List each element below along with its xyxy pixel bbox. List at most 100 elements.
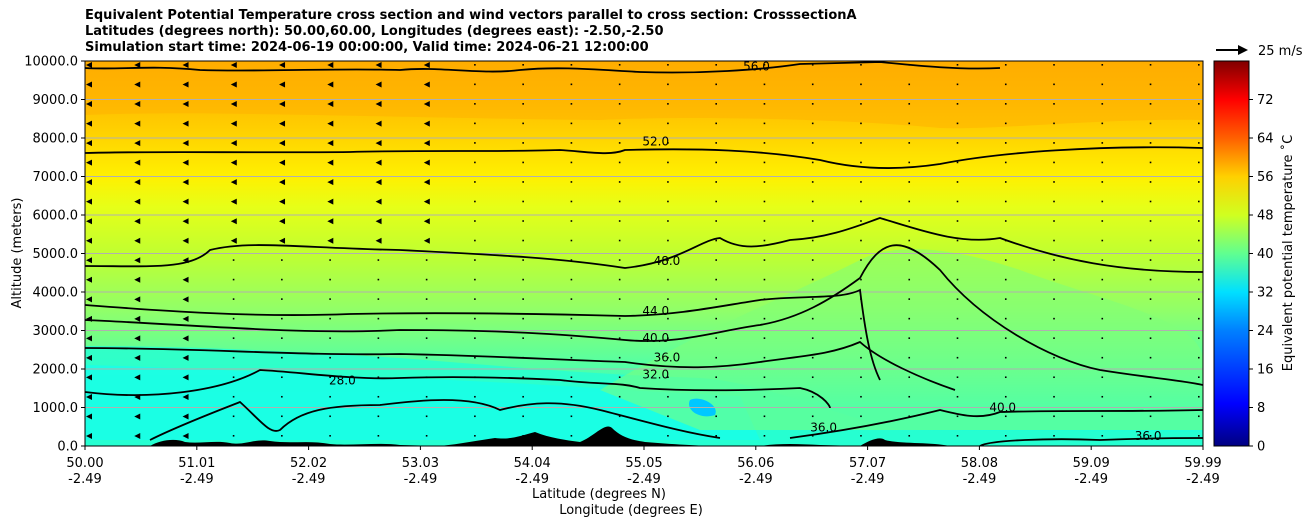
wind-vector xyxy=(377,435,380,437)
wind-vector xyxy=(423,179,430,186)
wind-vector xyxy=(232,298,235,300)
wind-vector xyxy=(377,278,380,281)
x-tick-label-lat: 57.07 xyxy=(849,456,886,471)
wind-vector xyxy=(1053,395,1055,398)
wind-vector xyxy=(1149,376,1152,379)
x-tick-label-lon: -2.49 xyxy=(627,472,661,487)
colorbar-ticks: 0 8 16 24 32 40 48 56 64 72 xyxy=(1249,93,1274,455)
wind-vector xyxy=(956,356,959,359)
wind-vector xyxy=(1198,200,1200,203)
contour-44 xyxy=(85,288,881,381)
wind-vector xyxy=(1101,122,1104,125)
wind-vector xyxy=(425,317,428,320)
wind-vector xyxy=(908,435,911,437)
colorbar-tick-label: 8 xyxy=(1257,401,1265,416)
x-tick-label-lon: -2.49 xyxy=(404,472,438,487)
wind-vector xyxy=(715,239,717,242)
wind-vector xyxy=(1004,83,1007,86)
y-tick-label: 4000.0 xyxy=(33,286,79,301)
wind-vector xyxy=(1149,395,1152,398)
wind-vector xyxy=(1101,395,1104,398)
x-tick-label-lat: 55.05 xyxy=(625,456,662,471)
wind-vector xyxy=(522,161,524,164)
x-tick-label-lon: -2.49 xyxy=(739,472,773,487)
x-tick-label-lon: -2.49 xyxy=(68,472,102,487)
wind-vector xyxy=(618,122,621,125)
wind-vector xyxy=(182,257,189,264)
wind-vector xyxy=(522,259,524,261)
wind-vector xyxy=(570,64,573,66)
wind-vector xyxy=(715,317,717,320)
wind-vector xyxy=(425,376,428,379)
wind-vector xyxy=(570,200,573,203)
wind-vector xyxy=(1053,298,1055,300)
wind-vector xyxy=(1149,278,1152,281)
wind-vector xyxy=(956,64,959,66)
wind-vector xyxy=(1198,161,1200,164)
wind-vector xyxy=(232,259,235,261)
wind-vector xyxy=(522,220,524,222)
wind-vector xyxy=(1198,317,1200,320)
wind-vector xyxy=(182,179,189,186)
wind-vector xyxy=(1149,181,1152,183)
wind-vector xyxy=(375,218,382,225)
wind-vector xyxy=(1101,103,1104,105)
wind-vectors xyxy=(86,62,1200,439)
wind-vector xyxy=(1149,103,1152,105)
wind-vector xyxy=(1101,376,1104,379)
contour-label: 28.0 xyxy=(329,373,356,387)
wind-vector xyxy=(1149,64,1152,66)
contour-label: 52.0 xyxy=(642,135,669,149)
x-axis-label-lat: Latitude (degrees N) xyxy=(532,487,666,502)
title-line-3: Simulation start time: 2024-06-19 00:00:… xyxy=(85,40,649,55)
wind-vector xyxy=(1101,181,1104,183)
wind-vector xyxy=(1198,122,1200,125)
colorbar-tick-label: 40 xyxy=(1257,247,1274,262)
wind-vector xyxy=(1053,239,1055,242)
wind-vector xyxy=(377,337,380,339)
wind-vector xyxy=(956,122,959,125)
wind-vector xyxy=(182,413,189,420)
wind-vector xyxy=(1004,220,1007,222)
wind-vector xyxy=(279,159,286,166)
wind-vector xyxy=(763,220,766,222)
wind-vector xyxy=(1198,239,1200,242)
wind-vector xyxy=(811,103,814,105)
wind-vector xyxy=(474,103,476,105)
y-tick-label: 7000.0 xyxy=(33,170,79,185)
wind-vector xyxy=(956,415,959,418)
y-tick-label: 0.0 xyxy=(57,440,78,455)
wind-vector xyxy=(715,181,717,183)
wind-vector xyxy=(134,413,141,420)
wind-vector xyxy=(329,395,331,398)
wind-vector xyxy=(375,198,382,205)
wind-vector xyxy=(1053,317,1055,320)
y-tick-label: 2000.0 xyxy=(33,363,79,378)
x-tick-label-lon: -2.49 xyxy=(515,472,549,487)
wind-vector xyxy=(1101,239,1104,242)
wind-vector xyxy=(667,142,669,144)
wind-vector xyxy=(474,415,476,418)
wind-vector xyxy=(134,354,141,361)
wind-vector xyxy=(570,278,573,281)
wind-vector xyxy=(1101,415,1104,418)
wind-vector xyxy=(134,237,141,244)
wind-vector xyxy=(860,64,862,66)
wind-vector xyxy=(423,159,430,166)
wind-vector xyxy=(230,81,237,88)
wind-vector xyxy=(86,218,92,225)
wind-vector xyxy=(667,64,669,66)
wind-vector xyxy=(232,337,235,339)
wind-vector xyxy=(182,81,189,88)
wind-vector xyxy=(1101,259,1104,261)
contour-label: 32.0 xyxy=(642,368,669,382)
wind-vector xyxy=(279,120,286,127)
wind-vector xyxy=(1198,181,1200,183)
y-tick-label: 5000.0 xyxy=(33,247,79,262)
wind-vector xyxy=(667,181,669,183)
wind-vector xyxy=(327,120,334,127)
wind-vector xyxy=(1198,83,1200,86)
wind-vector xyxy=(375,159,382,166)
wind-vector xyxy=(1053,435,1055,437)
